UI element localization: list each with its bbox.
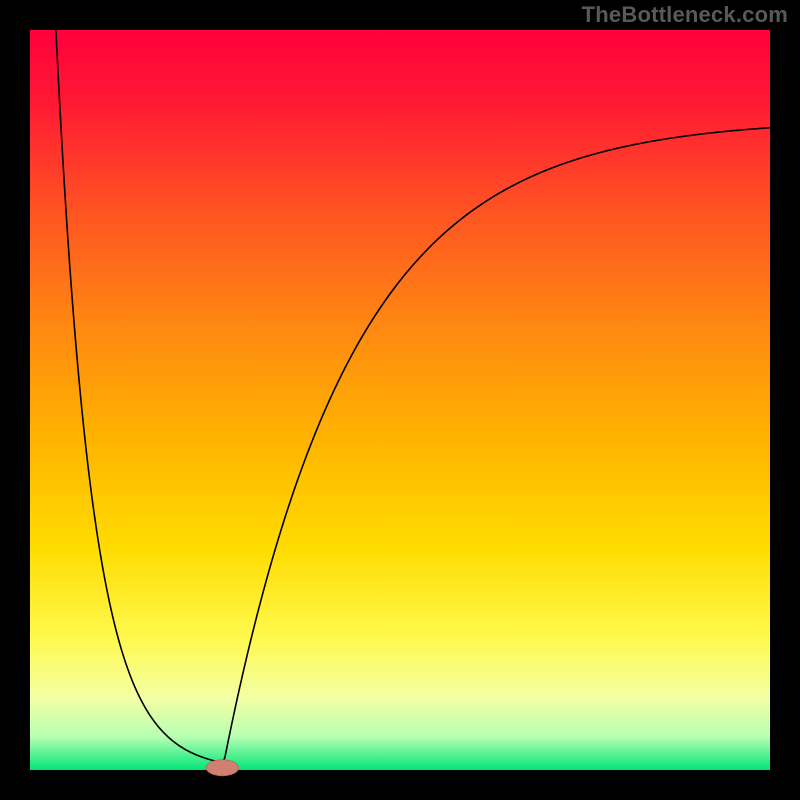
chart-svg xyxy=(0,0,800,800)
chart-frame: TheBottleneck.com xyxy=(0,0,800,800)
minimum-marker xyxy=(206,760,239,776)
plot-background xyxy=(30,30,770,770)
watermark-text: TheBottleneck.com xyxy=(582,2,788,28)
